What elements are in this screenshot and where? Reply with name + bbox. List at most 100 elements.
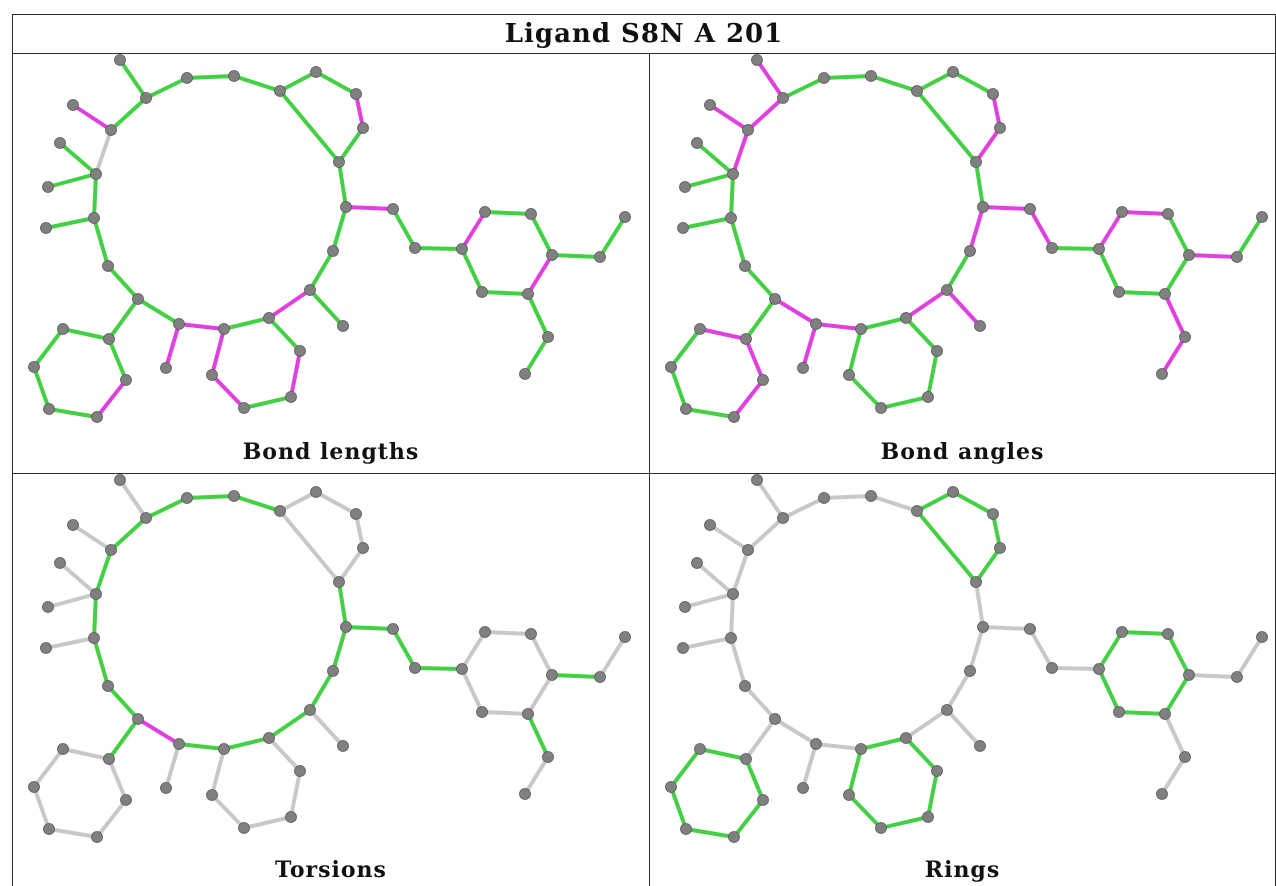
atom: [1113, 286, 1125, 298]
atom: [479, 206, 491, 218]
bond: [1028, 627, 1054, 670]
bond: [331, 625, 348, 673]
bond: [746, 516, 785, 552]
atom: [777, 92, 789, 104]
atom: [987, 508, 999, 520]
atom: [740, 753, 752, 765]
atom: [977, 201, 989, 213]
bond: [945, 249, 972, 292]
bond: [732, 378, 765, 419]
atom: [727, 168, 739, 180]
atom: [1231, 671, 1243, 683]
atom: [103, 333, 115, 345]
atom: [728, 411, 740, 423]
atom: [855, 743, 867, 755]
bond: [222, 316, 271, 331]
bond: [814, 322, 863, 331]
atom: [875, 402, 887, 414]
atom: [931, 765, 943, 777]
atom: [1156, 368, 1168, 380]
atom: [810, 318, 822, 330]
atom: [665, 361, 677, 373]
bond: [413, 666, 464, 671]
bond: [278, 70, 318, 93]
atom: [818, 492, 830, 504]
bond: [94, 548, 113, 596]
bond: [460, 667, 484, 714]
atom: [181, 492, 193, 504]
bond: [92, 216, 110, 268]
bond: [879, 815, 930, 830]
bond: [337, 546, 365, 584]
bond: [185, 494, 236, 500]
bond: [267, 708, 312, 740]
atom: [42, 181, 54, 193]
bond: [1166, 212, 1191, 257]
atom: [54, 137, 66, 149]
atom: [740, 333, 752, 345]
atom: [1113, 706, 1125, 718]
bond: [47, 407, 99, 419]
atom: [769, 713, 781, 725]
bond: [71, 523, 113, 552]
bond: [232, 74, 282, 93]
atom: [333, 576, 345, 588]
atom: [40, 642, 52, 654]
atom: [964, 665, 976, 677]
atom: [120, 374, 132, 386]
atom: [40, 222, 52, 234]
bond: [681, 216, 733, 230]
atom: [810, 738, 822, 750]
bond: [210, 327, 226, 377]
bond: [94, 128, 113, 176]
bond: [242, 395, 293, 410]
bond: [460, 210, 487, 251]
atom: [725, 632, 737, 644]
atom: [922, 811, 934, 823]
bond: [968, 625, 985, 673]
bond: [118, 478, 148, 520]
bond: [904, 316, 939, 353]
atom: [797, 782, 809, 794]
atom: [1183, 249, 1195, 261]
bond: [729, 636, 747, 688]
bond: [1163, 712, 1187, 759]
bond: [177, 742, 226, 751]
bond: [308, 708, 345, 748]
molecule-torsions: [28, 474, 631, 843]
bond: [210, 373, 246, 410]
atom: [294, 345, 306, 357]
bond: [981, 625, 1032, 631]
atom: [941, 704, 953, 716]
bond: [974, 126, 1002, 164]
atom: [91, 411, 103, 423]
bond: [1160, 755, 1187, 796]
bond: [729, 592, 735, 640]
atom: [519, 788, 531, 800]
atom: [218, 743, 230, 755]
atom: [757, 374, 769, 386]
bond: [460, 247, 484, 294]
atom: [102, 260, 114, 272]
frame-col-divider: [649, 53, 650, 886]
bond: [278, 89, 341, 164]
bond: [1166, 632, 1191, 677]
atom: [742, 544, 754, 556]
bond: [669, 747, 702, 789]
atom: [120, 794, 132, 806]
atom: [525, 208, 537, 220]
bond: [732, 798, 765, 839]
bond: [945, 288, 982, 328]
bond: [32, 785, 51, 831]
bond: [847, 373, 883, 410]
bond: [267, 288, 312, 320]
atom: [206, 369, 218, 381]
atom: [855, 323, 867, 335]
bond: [746, 96, 785, 132]
bond: [755, 58, 785, 100]
bond: [267, 736, 302, 773]
bond: [974, 546, 1002, 584]
atom: [181, 72, 193, 84]
bond: [344, 625, 395, 631]
atom: [228, 70, 240, 82]
